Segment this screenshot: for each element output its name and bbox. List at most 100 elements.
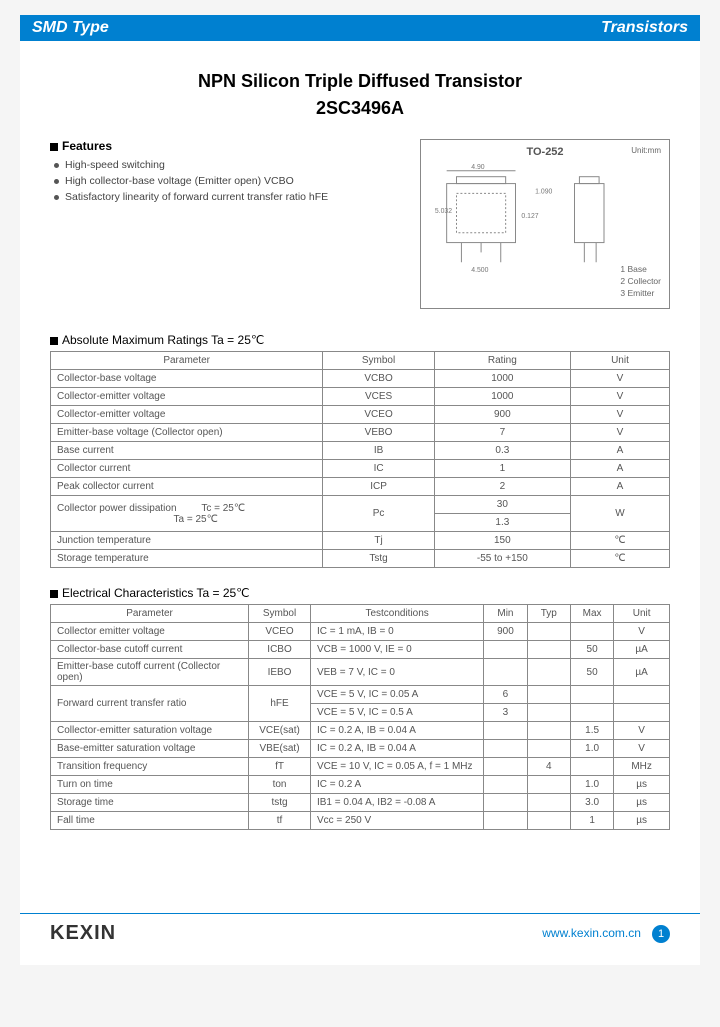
cell	[527, 686, 570, 704]
cell: 1.0	[570, 776, 613, 794]
col-header: Unit	[570, 352, 669, 370]
cell	[570, 686, 613, 704]
table-row: Collector-emitter voltageVCES1000V	[51, 388, 670, 406]
square-bullet-icon	[50, 143, 58, 151]
cell: 3	[484, 704, 527, 722]
table-header-row: Parameter Symbol Testconditions Min Typ …	[51, 605, 670, 623]
cell: µs	[614, 776, 670, 794]
features-heading: Features	[50, 139, 372, 153]
cell: IC = 1 mA, IB = 0	[310, 623, 483, 641]
cell	[527, 641, 570, 659]
table-row: Emitter-base voltage (Collector open)VEB…	[51, 424, 670, 442]
cell: Collector power dissipation Tc = 25℃ Ta …	[51, 496, 323, 532]
dot-icon	[54, 195, 59, 200]
cell: Tstg	[323, 550, 434, 568]
cell: V	[614, 623, 670, 641]
cell: 1.0	[570, 740, 613, 758]
cell: V	[570, 406, 669, 424]
cell	[527, 740, 570, 758]
col-header: Min	[484, 605, 527, 623]
cell-text: Tc = 25℃	[201, 503, 245, 514]
header-right: Transistors	[601, 19, 688, 37]
elec-table: Parameter Symbol Testconditions Min Typ …	[50, 604, 670, 830]
cell: V	[614, 722, 670, 740]
amr-heading: Absolute Maximum Ratings Ta = 25℃	[50, 333, 670, 347]
cell	[484, 659, 527, 686]
cell: VEBO	[323, 424, 434, 442]
cell: Collector-emitter saturation voltage	[51, 722, 249, 740]
cell: Tj	[323, 532, 434, 550]
cell: Base current	[51, 442, 323, 460]
title-line2: 2SC3496A	[50, 98, 670, 119]
cell	[484, 776, 527, 794]
elec-heading: Electrical Characteristics Ta = 25℃	[50, 586, 670, 600]
cell	[484, 758, 527, 776]
cell: A	[570, 442, 669, 460]
cell: VCE = 5 V, IC = 0.5 A	[310, 704, 483, 722]
cell: A	[570, 478, 669, 496]
cell: 1.5	[570, 722, 613, 740]
cell: IB1 = 0.04 A, IB2 = -0.08 A	[310, 794, 483, 812]
dot-icon	[54, 179, 59, 184]
table-row: Forward current transfer ratio hFE VCE =…	[51, 686, 670, 704]
content-area: NPN Silicon Triple Diffused Transistor 2…	[20, 41, 700, 858]
pin-label: 2 Collector	[620, 276, 661, 288]
table-row: Collector currentIC1A	[51, 460, 670, 478]
table-row: Collector-base voltageVCBO1000V	[51, 370, 670, 388]
cell: 4	[527, 758, 570, 776]
cell: IC = 0.2 A	[310, 776, 483, 794]
cell: Collector current	[51, 460, 323, 478]
cell: 7	[434, 424, 570, 442]
cell: 900	[434, 406, 570, 424]
cell: fT	[249, 758, 311, 776]
datasheet-page: SMD Type Transistors NPN Silicon Triple …	[20, 15, 700, 965]
cell: Emitter-base voltage (Collector open)	[51, 424, 323, 442]
dim-text: 0.127	[521, 213, 538, 220]
cell: µs	[614, 794, 670, 812]
cell: 1	[570, 812, 613, 830]
cell: 900	[484, 623, 527, 641]
package-pins: 1 Base 2 Collector 3 Emitter	[620, 264, 661, 300]
table-row: Emitter-base cutoff current (Collector o…	[51, 659, 670, 686]
table-row: Storage temperatureTstg-55 to +150℃	[51, 550, 670, 568]
top-row: Features High-speed switching High colle…	[50, 139, 670, 309]
page-number: 1	[652, 925, 670, 943]
cell: Forward current transfer ratio	[51, 686, 249, 722]
logo: KEXIN	[50, 922, 116, 945]
cell: tf	[249, 812, 311, 830]
col-header: Typ	[527, 605, 570, 623]
cell: Emitter-base cutoff current (Collector o…	[51, 659, 249, 686]
cell: IB	[323, 442, 434, 460]
amr-heading-text: Absolute Maximum Ratings Ta = 25℃	[62, 333, 264, 347]
package-name: TO-252	[427, 146, 663, 158]
features-list: High-speed switching High collector-base…	[50, 159, 372, 203]
cell: IC = 0.2 A, IB = 0.04 A	[310, 740, 483, 758]
pin-label: 3 Emitter	[620, 288, 661, 300]
col-header: Symbol	[249, 605, 311, 623]
footer: KEXIN www.kexin.com.cn 1	[20, 913, 700, 945]
cell: VCE = 10 V, IC = 0.05 A, f = 1 MHz	[310, 758, 483, 776]
cell: Vcc = 250 V	[310, 812, 483, 830]
cell: IC = 0.2 A, IB = 0.04 A	[310, 722, 483, 740]
cell: VCE = 5 V, IC = 0.05 A	[310, 686, 483, 704]
header-left: SMD Type	[32, 19, 109, 37]
cell: IEBO	[249, 659, 311, 686]
table-header-row: Parameter Symbol Rating Unit	[51, 352, 670, 370]
cell: Storage temperature	[51, 550, 323, 568]
cell	[484, 794, 527, 812]
table-row: Collector-emitter saturation voltageVCE(…	[51, 722, 670, 740]
elec-heading-text: Electrical Characteristics Ta = 25℃	[62, 586, 250, 600]
cell: VEB = 7 V, IC = 0	[310, 659, 483, 686]
cell: 1000	[434, 370, 570, 388]
cell: MHz	[614, 758, 670, 776]
cell	[614, 704, 670, 722]
cell: A	[570, 460, 669, 478]
cell: 150	[434, 532, 570, 550]
col-header: Symbol	[323, 352, 434, 370]
cell	[614, 686, 670, 704]
cell: µA	[614, 641, 670, 659]
cell: V	[570, 370, 669, 388]
col-header: Rating	[434, 352, 570, 370]
cell: 50	[570, 659, 613, 686]
cell: ℃	[570, 550, 669, 568]
